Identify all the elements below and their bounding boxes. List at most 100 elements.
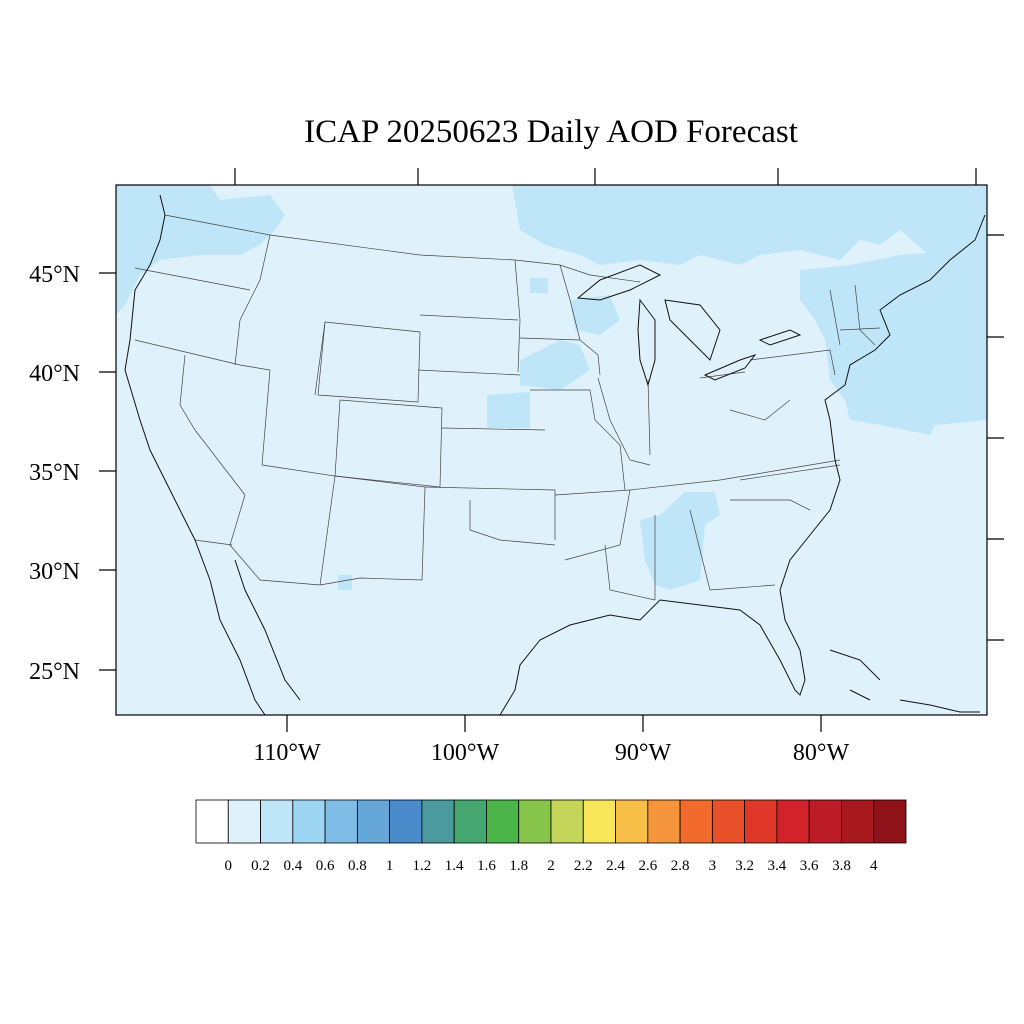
lat-label: 40°N — [29, 361, 80, 387]
colorbar-tick-label: 1.2 — [413, 858, 432, 874]
state-line-tx-ok — [469, 500, 556, 546]
baja-gulf — [234, 559, 301, 701]
state-line-wv — [729, 399, 791, 421]
lon-label: 110°W — [253, 740, 321, 766]
state-line-ia-mn — [519, 337, 581, 341]
state-line-mn-wi — [559, 264, 601, 376]
aod-colorbar-labels: 0 0.2 0.4 0.6 0.8 1 1.2 1.4 1.6 1.8 2 2.2 2.4 2.6 2.8 3… — [225, 858, 878, 874]
state-line-va-nc — [739, 464, 841, 481]
state-line-nd-sd — [419, 314, 519, 321]
state-line-ca-az — [194, 539, 233, 546]
state-line-mo — [530, 389, 626, 491]
state-line-dakotas-east — [514, 259, 521, 373]
east-coast — [779, 214, 986, 591]
state-line-sd-ne — [417, 369, 521, 376]
colorbar-swatch — [744, 799, 778, 844]
lon-label: 80°W — [793, 740, 850, 766]
state-line-ut-nv — [261, 369, 271, 466]
colorbar-tick-label: 1 — [386, 858, 394, 874]
colorbar-swatch — [841, 799, 875, 844]
state-line-mt-wy — [314, 321, 326, 396]
aod-patch-iowa — [520, 340, 590, 390]
colorbar-swatch — [453, 799, 487, 844]
state-line-ky-tn — [629, 459, 841, 491]
state-line-al-ga — [689, 509, 711, 591]
colorbar-tick-label: 3.2 — [735, 858, 754, 874]
lake-superior — [576, 264, 662, 301]
colorbar-swatch — [260, 799, 294, 844]
colorbar-swatch — [808, 799, 842, 844]
aod-patch-alabama — [640, 492, 720, 590]
colorbar-swatch — [518, 799, 552, 844]
colorbar-swatch — [486, 799, 520, 844]
colorbar-swatch — [615, 799, 649, 844]
aod-patch-northeast-canada — [512, 185, 987, 265]
aod-colorbar — [195, 799, 907, 844]
state-line-il-in — [597, 377, 651, 466]
lake-ontario — [758, 329, 802, 346]
colorbar-swatch — [195, 799, 229, 844]
aod-patch-kansas — [487, 392, 530, 428]
colorbar-swatch — [324, 799, 358, 844]
colorbar-swatch — [227, 799, 261, 844]
longitude-labels: 110°W 100°W 90°W 80°W — [253, 740, 849, 766]
colorbar-swatch — [873, 799, 907, 844]
state-line-wa-or — [134, 267, 251, 291]
state-line-ga-fl — [709, 584, 776, 591]
colorbar-tick-label: 4 — [870, 858, 878, 874]
west-coast — [124, 194, 266, 716]
state-line-az — [229, 464, 336, 586]
colorbar-swatch — [679, 799, 713, 844]
colorbar-tick-label: 1.8 — [509, 858, 528, 874]
state-line-or-ca — [134, 339, 271, 371]
state-line-sc — [730, 499, 811, 511]
colorbar-tick-label: 3.6 — [800, 858, 819, 874]
lake-huron — [664, 299, 721, 361]
state-line-ar — [554, 489, 631, 561]
colorbar-swatch — [292, 799, 326, 844]
colorbar-swatch — [550, 799, 584, 844]
colorbar-swatch — [776, 799, 810, 844]
colorbar-swatch — [711, 799, 746, 844]
aod-patch-atlantic — [800, 245, 987, 435]
colorbar-tick-label: 1.6 — [477, 858, 496, 874]
aod-patch-dakota — [530, 278, 548, 293]
lake-michigan — [637, 298, 656, 387]
colorbar-swatch — [389, 799, 423, 844]
state-line-oh-pa — [699, 371, 746, 379]
state-boundaries — [134, 214, 881, 601]
lake-erie — [703, 354, 757, 381]
state-line-in-oh — [647, 379, 651, 456]
colorbar-tick-label: 1.4 — [445, 858, 464, 874]
lat-label: 45°N — [29, 262, 80, 288]
map-panel — [99, 168, 1004, 732]
map-title: ICAP 20250623 Daily AOD Forecast — [304, 114, 798, 150]
colorbar-swatch — [647, 799, 681, 844]
colorbar-tick-label: 0.4 — [283, 858, 302, 874]
colorbar-swatch — [356, 799, 391, 844]
colorbar-tick-label: 3.4 — [768, 858, 787, 874]
lon-label: 100°W — [431, 740, 500, 766]
colorbar-swatch — [421, 799, 455, 844]
colorbar-tick-label: 3.8 — [832, 858, 851, 874]
lon-label: 90°W — [615, 740, 672, 766]
latitude-labels: 45°N 40°N 35°N 30°N 25°N — [29, 262, 80, 685]
state-line-la-ms — [604, 544, 656, 601]
lat-label: 30°N — [29, 559, 80, 585]
colorbar-tick-label: 2.2 — [574, 858, 593, 874]
lat-label: 35°N — [29, 460, 80, 486]
colorbar-tick-label: 0 — [225, 858, 233, 874]
aod-patch-pacific-northwest — [116, 185, 285, 315]
colorbar-tick-label: 2.4 — [606, 858, 625, 874]
map-frame — [115, 184, 988, 716]
coastlines — [124, 194, 986, 716]
state-line-pa-ny — [749, 349, 836, 376]
colorbar-tick-label: 3 — [709, 858, 717, 874]
colorbar-swatch — [582, 799, 616, 844]
colorbar-tick-label: 0.6 — [316, 858, 335, 874]
aod-patch-new-mexico — [338, 575, 352, 590]
axis-tick-marks — [99, 168, 1004, 732]
colorbar-tick-label: 0.8 — [348, 858, 367, 874]
lat-label: 25°N — [29, 659, 80, 685]
